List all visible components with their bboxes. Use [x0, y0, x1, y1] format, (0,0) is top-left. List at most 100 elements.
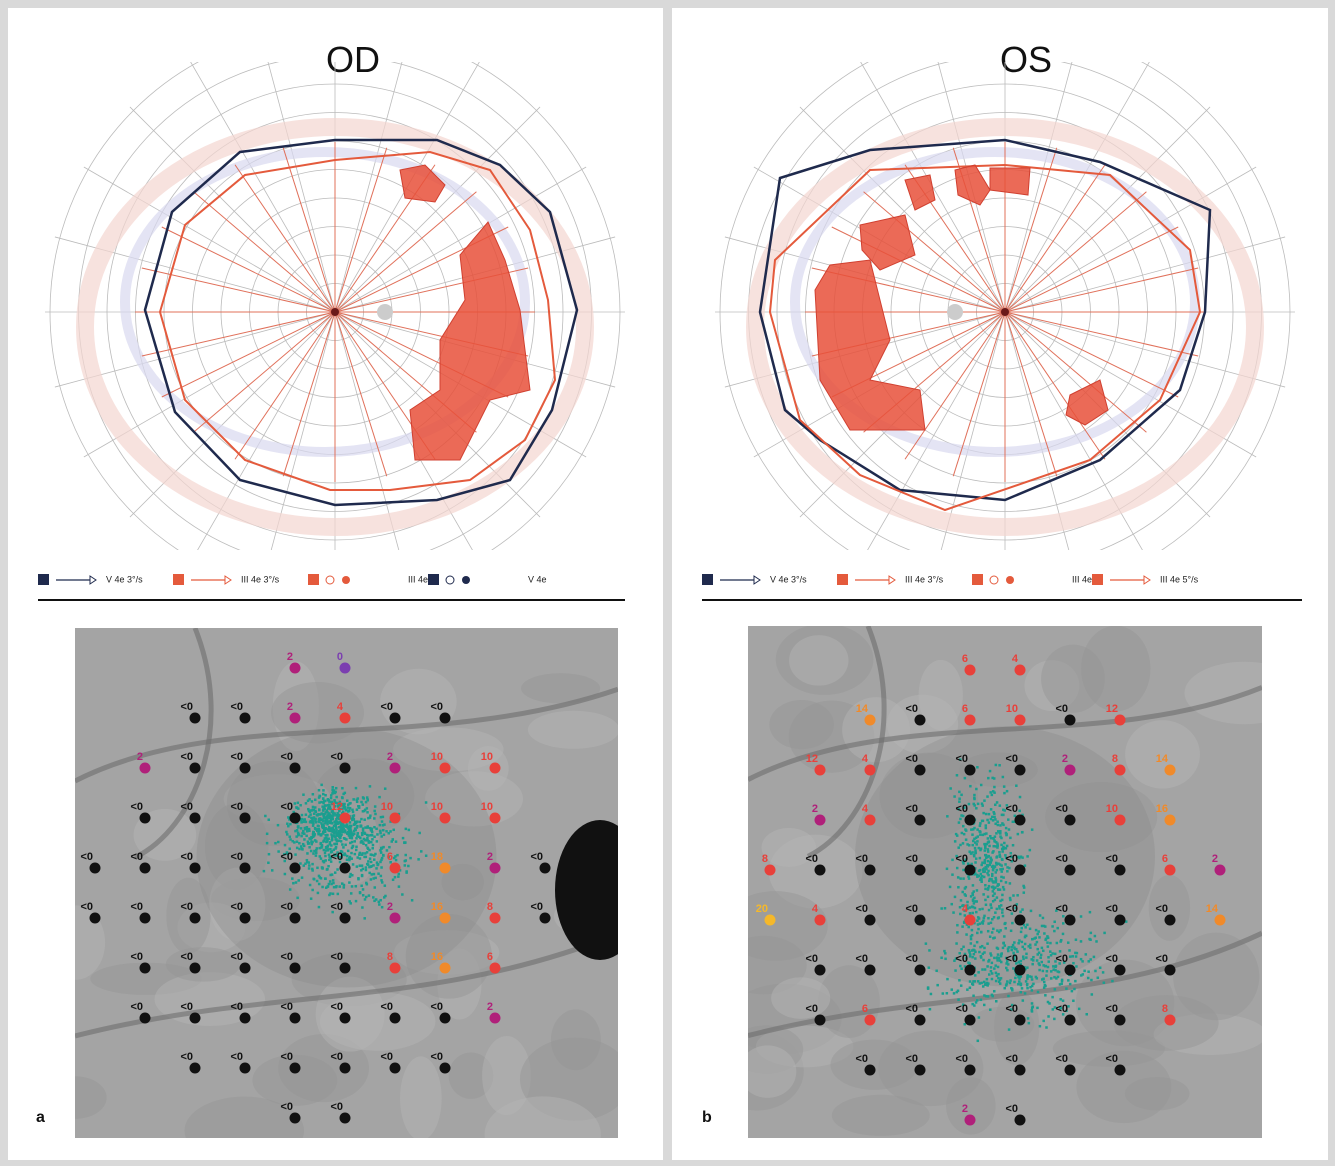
stimulus-point [915, 815, 926, 826]
fixation-point [371, 854, 374, 857]
fixation-point [344, 831, 347, 834]
fixation-point [1004, 927, 1007, 930]
fixation-point [990, 954, 993, 957]
fixation-point [1042, 970, 1045, 973]
fixation-point [309, 813, 312, 816]
fixation-point [326, 846, 329, 849]
fixation-point [1089, 939, 1092, 942]
fixation-point [992, 819, 995, 822]
fixation-point [973, 897, 976, 900]
fixation-point [322, 832, 325, 835]
fixation-point [1023, 891, 1025, 894]
fixation-point [330, 797, 333, 800]
stimulus-point [1165, 915, 1176, 926]
fixation-point [992, 850, 995, 853]
fixation-point [975, 911, 978, 914]
stimulus-point [1065, 865, 1076, 876]
stimulus-point [190, 913, 201, 924]
fixation-point [315, 840, 318, 843]
stimulus-point [965, 1015, 976, 1026]
fixation-point [349, 807, 352, 810]
fixation-point [1094, 970, 1097, 973]
fixation-point [998, 981, 1001, 984]
fixation-point [315, 849, 318, 852]
stimulus-point [1215, 915, 1226, 926]
fixation-point [297, 826, 300, 829]
fixation-point [976, 828, 979, 831]
fixation-point [1072, 1000, 1075, 1003]
fixation-point [291, 877, 294, 880]
fixation-point [977, 923, 980, 926]
fixation-point [296, 847, 299, 850]
sensitivity-label: 8 [762, 853, 768, 865]
stimulus-point [765, 865, 776, 876]
fixation-point [347, 832, 350, 835]
fixation-point [303, 832, 306, 835]
fixation-point [975, 807, 978, 810]
fixation-point [1002, 876, 1005, 879]
sensitivity-label: <0 [1105, 903, 1118, 915]
fixation-point [1042, 977, 1045, 980]
fixation-point [991, 794, 994, 797]
fixation-point [994, 877, 997, 880]
fixation-point [1009, 982, 1012, 985]
fixation-point [346, 859, 349, 862]
fixation-point [334, 836, 337, 839]
fixation-point [1043, 981, 1046, 984]
fixation-point [380, 847, 383, 850]
fixation-point [1006, 969, 1009, 972]
fixation-point [1008, 1028, 1011, 1031]
fixation-point [954, 969, 957, 972]
fixation-point [379, 861, 382, 864]
fixation-point [1019, 796, 1022, 799]
fixation-point [1012, 894, 1015, 897]
fixation-point [320, 842, 323, 845]
fixation-point [397, 875, 400, 878]
fixation-point [418, 832, 421, 835]
fixation-point [976, 900, 979, 903]
fixation-point [311, 819, 314, 822]
stimulus-point [1015, 1015, 1026, 1026]
fixation-point [352, 845, 355, 848]
fixation-point [1052, 1008, 1055, 1011]
sensitivity-label: 14 [1206, 903, 1219, 915]
fixation-point [296, 840, 299, 843]
sensitivity-label: 10 [481, 801, 493, 813]
fixation-point [370, 865, 373, 868]
sensitivity-label: <0 [180, 1051, 193, 1063]
fixation-point [364, 852, 367, 855]
fixation-point [979, 822, 982, 825]
stimulus-point [390, 763, 401, 774]
fixation-point [1000, 904, 1003, 907]
fixation-point [960, 984, 963, 987]
stimulus-point [340, 663, 351, 674]
fixation-point [996, 959, 999, 962]
fixation-point [1075, 955, 1078, 958]
fundus-texture [789, 635, 848, 686]
fixation-point [366, 825, 369, 828]
fixation-point [373, 836, 376, 839]
fixation-point [352, 863, 355, 866]
fixation-point [970, 942, 973, 945]
fixation-point [303, 838, 306, 841]
fixation-point [982, 922, 985, 925]
stimulus-point [1165, 815, 1176, 826]
fixation-point [983, 917, 986, 920]
fixation-point [992, 900, 995, 903]
legend-swatch [308, 574, 319, 585]
fixation-point [1005, 984, 1008, 987]
fixation-point [993, 936, 996, 939]
fixation-point [343, 886, 346, 889]
fixation-point [344, 792, 347, 795]
fixation-point [321, 866, 324, 869]
sensitivity-label: <0 [430, 1001, 443, 1013]
sensitivity-label: 14 [1156, 753, 1169, 765]
fixation-point [982, 959, 985, 962]
fixation-point [330, 816, 333, 819]
fixation-point [1073, 988, 1076, 991]
fixation-point [1009, 837, 1012, 840]
fixation-point [1091, 993, 1094, 996]
fixation-point [991, 931, 994, 934]
sensitivity-label: <0 [180, 901, 193, 913]
fixation-point [335, 787, 338, 790]
